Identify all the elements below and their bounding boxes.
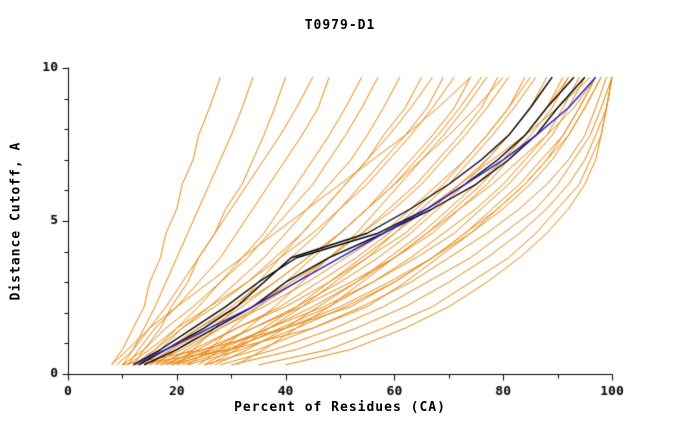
x-axis-label: Percent of Residues (CA) xyxy=(234,400,446,415)
chart-title: T0979-D1 xyxy=(304,18,376,33)
y-axis-label: Distance Cutoff, A xyxy=(8,141,24,301)
